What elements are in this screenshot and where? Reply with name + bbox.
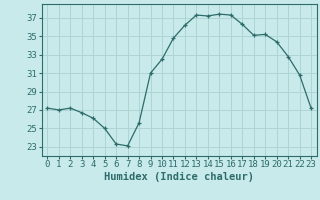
X-axis label: Humidex (Indice chaleur): Humidex (Indice chaleur) xyxy=(104,172,254,182)
